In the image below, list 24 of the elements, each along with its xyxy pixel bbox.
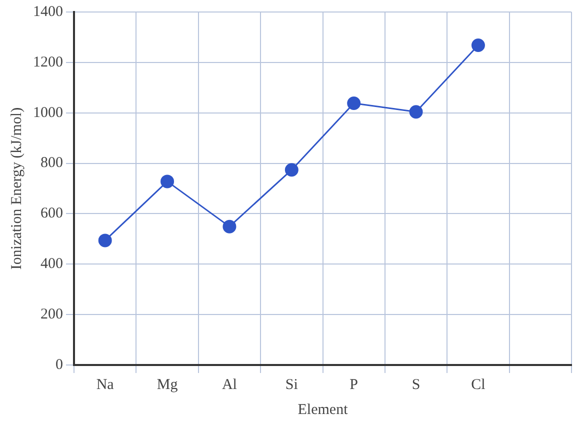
y-tick-label: 800 — [40, 155, 63, 172]
point — [409, 105, 423, 119]
x-axis-title: Element — [298, 402, 349, 418]
point — [160, 174, 174, 188]
x-tick-label: Na — [96, 376, 114, 393]
y-tick-label: 1000 — [33, 104, 63, 121]
x-tick-label: P — [350, 376, 358, 393]
y-tick-label: 600 — [40, 206, 63, 222]
y-tick-label: 1400 — [33, 4, 63, 20]
x-tick-label: Si — [285, 376, 298, 393]
y-axis-title: Ionization Energy (kJ/mol) — [8, 107, 25, 270]
x-tick-label: Cl — [471, 376, 486, 393]
y-tick-label: 400 — [40, 256, 63, 272]
y-tick-label: 0 — [56, 356, 63, 373]
point — [471, 38, 485, 52]
point — [222, 220, 236, 234]
point — [347, 96, 361, 110]
y-tick-label: 200 — [40, 306, 63, 323]
point — [284, 163, 298, 177]
x-tick-label: Al — [222, 376, 237, 393]
point — [98, 234, 112, 248]
y-tick-label: 1200 — [33, 54, 63, 70]
x-tick-label: Mg — [156, 376, 178, 393]
x-tick-label: S — [412, 376, 420, 393]
